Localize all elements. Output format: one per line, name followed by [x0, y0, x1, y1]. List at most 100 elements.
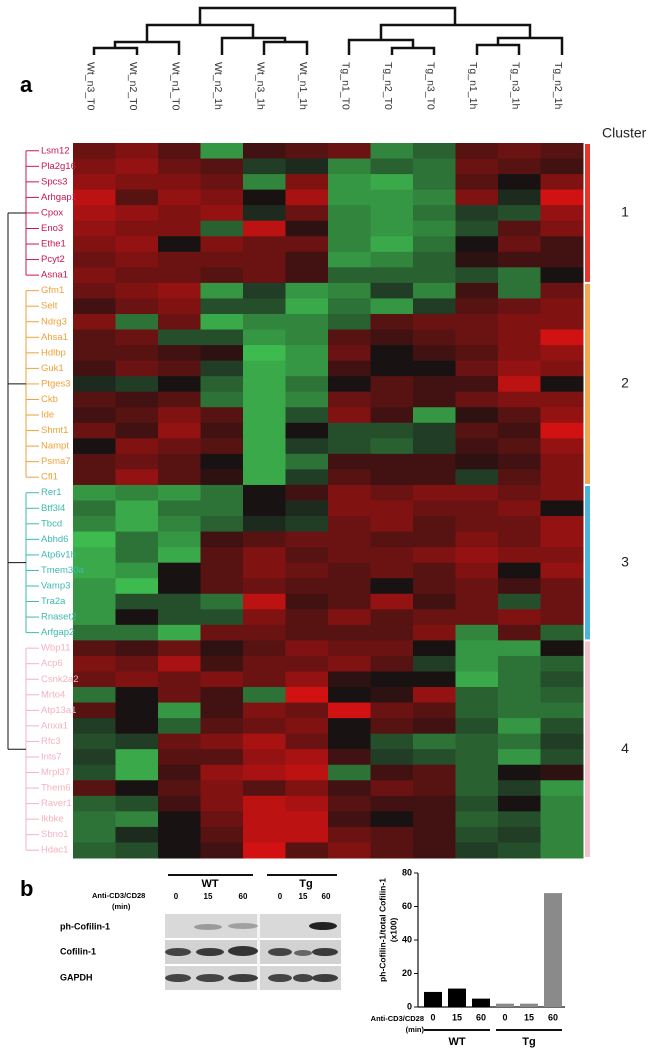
blot-row-label: ph-Cofilin-1 — [60, 921, 110, 931]
heatmap-cell — [243, 298, 286, 315]
heatmap-cell — [115, 189, 159, 206]
heatmap-cell — [455, 158, 499, 175]
heatmap-cell — [285, 329, 329, 346]
heatmap-cell — [115, 826, 159, 843]
heatmap-cell — [328, 298, 371, 315]
gene-label: Btf3l4 — [41, 503, 65, 514]
heatmap-cell — [285, 671, 329, 688]
heatmap-cell — [73, 345, 116, 362]
heatmap-cell — [200, 143, 244, 160]
heatmap-cell — [455, 702, 499, 719]
gene-label: Psma7 — [41, 456, 71, 467]
heatmap-cell — [243, 547, 286, 564]
heatmap-cell — [413, 205, 456, 222]
heatmap-cell — [243, 842, 286, 859]
heatmap-cell — [540, 236, 584, 253]
heatmap-cell — [540, 578, 584, 595]
heatmap-cell — [413, 624, 456, 641]
heatmap-cell — [243, 826, 286, 843]
heatmap-cell — [455, 267, 499, 284]
heatmap-cell — [328, 624, 371, 641]
heatmap-cell — [243, 795, 286, 812]
heatmap-cell — [200, 609, 244, 626]
heatmap-cell — [200, 718, 244, 735]
heatmap-cell — [200, 189, 244, 206]
heatmap-cell — [158, 500, 201, 517]
blot-treatment: Anti-CD3/CD28 — [92, 891, 145, 900]
heatmap-cell — [540, 220, 584, 237]
heatmap-cell — [200, 251, 244, 268]
heatmap-cell — [540, 609, 584, 626]
cluster-label: 3 — [621, 553, 629, 569]
heatmap-cell — [328, 562, 371, 579]
heatmap-cell — [498, 687, 541, 704]
heatmap-cell — [498, 671, 541, 688]
heatmap-cell — [158, 702, 201, 719]
heatmap-cell — [158, 718, 201, 735]
heatmap-cell — [285, 718, 329, 735]
heatmap-cell — [413, 469, 456, 486]
heatmap-cell — [370, 376, 414, 393]
gene-label: Pcyt2 — [41, 254, 65, 265]
gene-label: Raver1 — [41, 798, 72, 809]
x-tick-label: 60 — [548, 1012, 558, 1022]
heatmap-cell — [540, 376, 584, 393]
heatmap-cell — [498, 795, 541, 812]
heatmap-cell — [158, 345, 201, 362]
heatmap-cell — [498, 220, 541, 237]
column-label: Tg_n1_1h — [467, 62, 479, 109]
heatmap-cell — [115, 687, 159, 704]
heatmap-cell — [370, 313, 414, 331]
column-label: Wt_n1_T0 — [169, 62, 181, 111]
heatmap-cell — [200, 282, 244, 299]
heatmap-cell — [73, 547, 116, 564]
column-label: Tg_n1_T0 — [339, 62, 351, 110]
heatmap-cell — [285, 624, 329, 641]
heatmap-cell — [413, 298, 456, 315]
heatmap-cell — [73, 764, 116, 781]
heatmap-cell — [115, 376, 159, 393]
heatmap-cell — [328, 826, 371, 843]
heatmap-cell — [413, 267, 456, 284]
heatmap-cell — [115, 593, 159, 610]
heatmap-cell — [328, 733, 371, 750]
heatmap-cell — [370, 360, 414, 377]
heatmap-cell — [285, 593, 329, 610]
heatmap-cell — [540, 453, 584, 470]
heatmap-cell — [243, 220, 286, 237]
heatmap-cell — [73, 562, 116, 579]
heatmap-cell — [115, 578, 159, 595]
heatmap-cell — [243, 360, 286, 377]
heatmap-cell — [285, 562, 329, 579]
heatmap-cell — [455, 811, 499, 828]
gene-label: Vamp3 — [41, 581, 70, 592]
heatmap-cell — [328, 438, 371, 455]
heatmap-cell — [455, 345, 499, 362]
heatmap-cell — [115, 500, 159, 517]
heatmap-cell — [200, 345, 244, 362]
column-label: Wt_n2_1h — [212, 62, 224, 110]
heatmap-cell — [243, 391, 286, 408]
gene-label: Wbp11 — [41, 643, 70, 654]
heatmap-cell — [540, 687, 584, 704]
heatmap-cell — [498, 438, 541, 455]
heatmap-cell — [285, 189, 329, 206]
heatmap-cell — [115, 360, 159, 377]
cluster-bar — [585, 485, 590, 640]
bar — [544, 893, 562, 1007]
heatmap-cell — [413, 453, 456, 470]
heatmap-cell — [498, 749, 541, 766]
heatmap-cell — [540, 500, 584, 517]
heatmap-cell — [370, 842, 414, 859]
heatmap-cell — [455, 671, 499, 688]
heatmap-cell — [115, 640, 159, 657]
heatmap-cell — [200, 236, 244, 253]
heatmap-cell — [115, 780, 159, 797]
heatmap-cell — [370, 438, 414, 455]
heatmap-cell — [370, 687, 414, 704]
heatmap-cell — [540, 764, 584, 781]
heatmap-cell — [328, 484, 371, 501]
heatmap-cell — [73, 500, 116, 517]
heatmap-cell — [158, 282, 201, 299]
heatmap-cell — [328, 376, 371, 393]
